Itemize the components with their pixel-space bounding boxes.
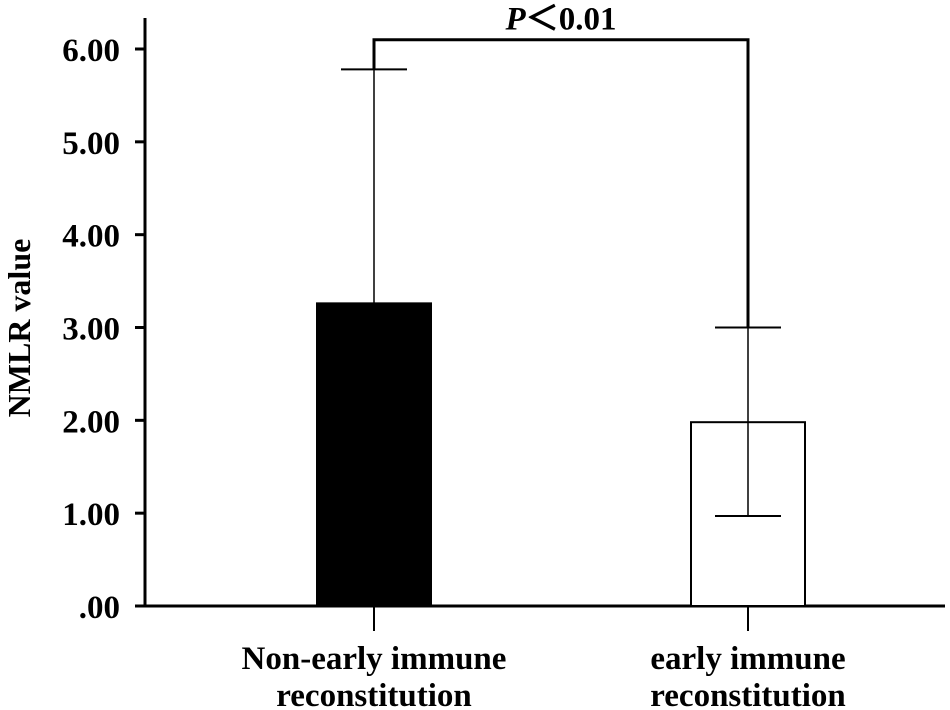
y-axis-title: NMLR value [1,239,37,418]
error-bars [341,68,781,538]
y-tick-label: 3.00 [62,312,120,348]
significance-bracket: P＜0.01 [372,2,750,328]
y-tick-label: 6.00 [62,33,120,69]
y-tick-label: 4.00 [62,219,120,255]
x-category-label: Non-early immune [242,641,507,677]
significance-label: P＜0.01 [505,2,617,38]
x-category-label: reconstitution [276,678,472,710]
y-tick-label: 5.00 [62,126,120,162]
y-tick-label: .00 [79,590,120,626]
axes: .00 1.00 2.00 3.00 4.00 5.00 6.00 [62,18,945,631]
y-tick-label: 2.00 [62,404,120,440]
significance-p-value: ＜0.01 [526,2,617,38]
x-category-label: early immune [650,641,845,677]
y-tick-label: 1.00 [62,497,120,533]
x-category-label: reconstitution [650,678,846,710]
significance-p-symbol: P [505,2,527,38]
significance-line [372,38,750,328]
bars [316,302,806,607]
